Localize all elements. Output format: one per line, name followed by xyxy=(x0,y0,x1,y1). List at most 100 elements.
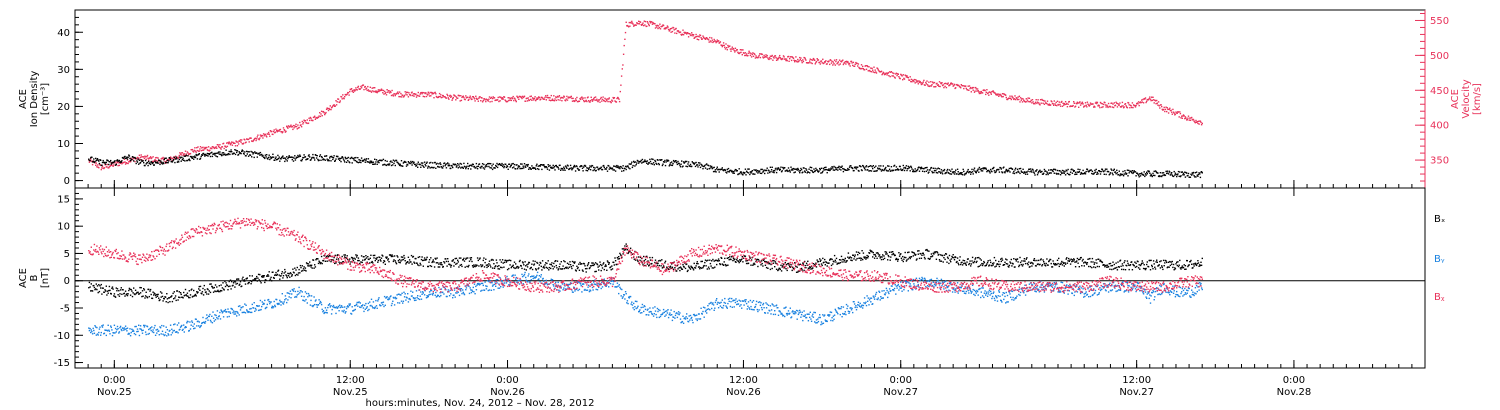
data-point xyxy=(233,313,235,315)
data-point xyxy=(633,160,635,163)
data-point xyxy=(990,168,992,171)
data-point xyxy=(821,171,823,174)
data-point xyxy=(1148,97,1150,100)
data-point xyxy=(557,99,559,101)
data-point xyxy=(783,56,785,58)
data-point xyxy=(749,54,752,57)
data-point xyxy=(829,311,831,313)
data-point xyxy=(1039,99,1042,101)
data-point xyxy=(249,308,251,310)
data-point xyxy=(376,91,378,94)
data-point xyxy=(1135,104,1137,107)
data-point xyxy=(1140,101,1142,104)
data-point xyxy=(923,170,926,173)
data-point xyxy=(177,156,179,158)
data-point xyxy=(914,82,916,84)
data-point xyxy=(208,153,210,156)
data-point xyxy=(877,298,879,301)
data-point xyxy=(553,285,555,287)
data-point xyxy=(745,174,747,176)
data-point xyxy=(407,91,409,94)
data-point xyxy=(392,94,394,96)
data-point xyxy=(749,308,751,310)
data-point xyxy=(476,98,479,100)
data-point xyxy=(354,159,356,162)
data-point xyxy=(984,89,986,92)
data-point xyxy=(818,170,820,172)
data-point xyxy=(764,56,767,58)
data-point xyxy=(573,166,575,168)
data-point xyxy=(477,165,479,167)
data-point xyxy=(455,96,458,98)
data-point xyxy=(1157,172,1159,174)
data-point xyxy=(106,330,109,332)
data-point xyxy=(445,163,447,166)
data-point xyxy=(933,169,936,172)
data-point xyxy=(823,62,825,64)
data-point xyxy=(601,100,603,102)
data-point xyxy=(536,271,539,274)
data-point xyxy=(375,299,377,302)
data-point xyxy=(299,292,301,294)
data-point xyxy=(572,291,574,293)
data-point xyxy=(559,290,561,292)
data-point xyxy=(790,316,793,318)
data-point xyxy=(789,312,791,315)
data-point xyxy=(766,54,768,57)
data-point xyxy=(148,159,150,161)
data-point xyxy=(1121,173,1124,176)
data-point xyxy=(229,311,231,313)
data-point xyxy=(503,96,506,98)
data-point xyxy=(302,121,305,124)
data-point xyxy=(685,32,687,34)
data-point xyxy=(357,305,359,307)
data-point xyxy=(322,311,324,313)
data-point xyxy=(440,294,442,297)
data-point xyxy=(350,88,352,91)
data-point xyxy=(234,311,236,313)
data-point xyxy=(234,149,236,151)
data-point xyxy=(614,170,617,172)
data-point xyxy=(179,326,182,328)
data-point xyxy=(216,152,218,154)
data-point xyxy=(475,285,477,288)
data-point xyxy=(383,163,386,166)
data-point xyxy=(830,167,832,169)
data-point xyxy=(244,312,247,314)
data-point xyxy=(951,171,954,173)
data-point xyxy=(986,89,988,91)
data-point xyxy=(878,70,880,72)
data-point xyxy=(724,46,726,48)
data-point xyxy=(643,20,645,22)
data-point xyxy=(476,168,479,170)
data-point xyxy=(1058,101,1060,103)
data-point xyxy=(930,278,933,281)
data-point xyxy=(985,168,987,170)
data-point xyxy=(543,98,546,100)
data-point xyxy=(1008,97,1011,99)
data-point xyxy=(159,326,161,328)
data-point xyxy=(793,311,795,313)
data-point xyxy=(742,49,744,51)
data-point xyxy=(633,302,635,305)
data-point xyxy=(428,294,430,296)
data-point xyxy=(491,97,494,100)
data-point xyxy=(940,172,942,174)
data-point xyxy=(821,323,823,325)
data-point xyxy=(1134,105,1136,107)
data-point xyxy=(961,174,964,176)
data-point xyxy=(414,297,416,299)
data-point xyxy=(661,164,664,167)
data-point xyxy=(687,36,690,38)
data-point xyxy=(791,168,793,170)
data-point xyxy=(1013,170,1015,173)
data-point xyxy=(381,301,383,304)
data-point xyxy=(528,273,530,275)
data-point xyxy=(460,163,463,165)
data-point xyxy=(227,153,229,156)
data-point xyxy=(483,98,486,100)
data-point xyxy=(845,303,848,306)
data-point xyxy=(967,85,969,87)
data-point xyxy=(600,287,602,290)
data-point xyxy=(503,282,506,284)
